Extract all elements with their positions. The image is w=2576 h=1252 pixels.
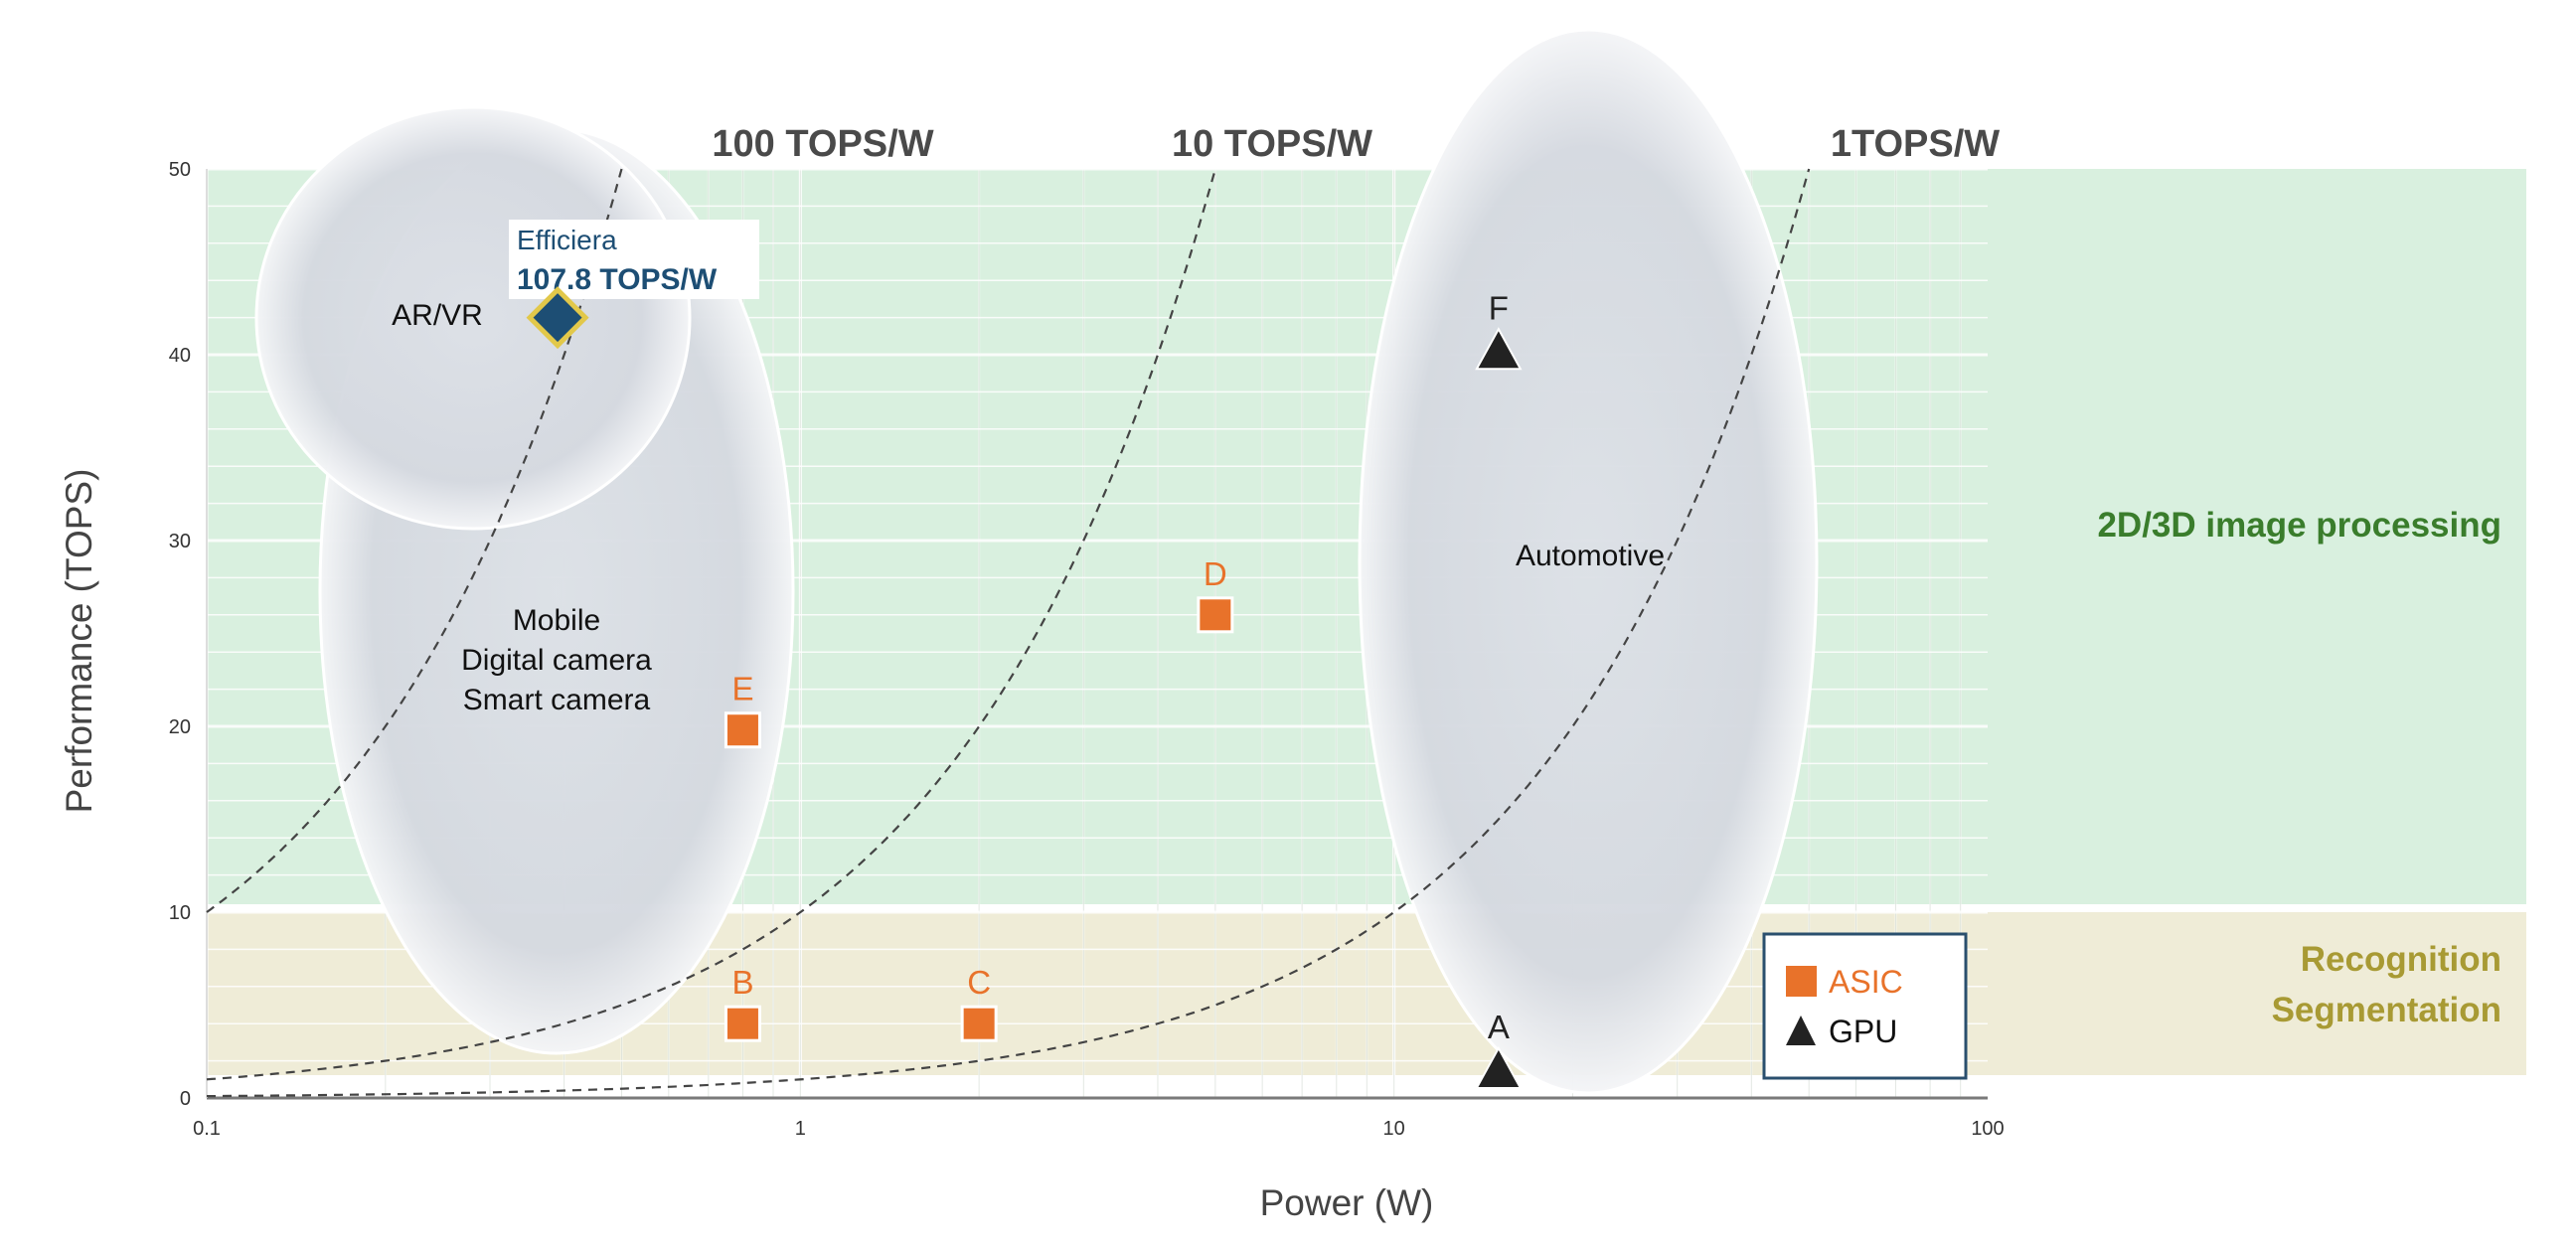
- point-label: F: [1489, 289, 1509, 326]
- y-axis-title: Performance (TOPS): [59, 469, 99, 814]
- legend: ASIC GPU: [1762, 932, 1968, 1080]
- asic-marker: [724, 1005, 761, 1042]
- gpu-marker: [1475, 1045, 1523, 1089]
- efficiency-curve-label: 1TOPS/W: [1831, 123, 2000, 165]
- efficiency-curves: 100 TOPS/W 10 TOPS/W 1TOPS/W: [206, 123, 2000, 1098]
- legend-box: [1762, 932, 1968, 1080]
- region-ellipse-2: [1358, 28, 1819, 1095]
- legend-gpu-swatch: [1786, 1016, 1816, 1045]
- asic-marker: [724, 711, 761, 749]
- x-axis-title: Power (W): [1260, 1182, 1434, 1223]
- region-label: Automotive: [1516, 540, 1665, 572]
- band-label: Recognition: [2301, 940, 2501, 979]
- x-tick-label: 1: [795, 1118, 806, 1140]
- region-label: Smart camera: [463, 684, 651, 716]
- region-label: Mobile: [513, 604, 600, 637]
- efficiera-value-label: 107.8 TOPS/W: [517, 263, 718, 296]
- region-label: AR/VR: [392, 299, 483, 332]
- point-label: C: [967, 964, 991, 1001]
- x-tick-label: 10: [1383, 1118, 1405, 1140]
- point-label: E: [731, 671, 753, 707]
- efficiera-marker: [526, 286, 589, 350]
- y-tick-label: 0: [180, 1088, 191, 1110]
- gpu-marker: [1475, 327, 1523, 371]
- axes: 0.1 1 10 100 0 10 20 30 40 50 Power (W) Performance…: [59, 159, 2005, 1223]
- y-tick-label: 50: [169, 159, 191, 181]
- y-tick-label: 40: [169, 345, 191, 367]
- region-label: Digital camera: [461, 644, 652, 677]
- region-ellipse-1: [254, 105, 692, 531]
- asic-marker: [960, 1005, 998, 1042]
- band-label: Segmentation: [2272, 991, 2501, 1029]
- application-regions: Mobile Digital camera Smart camera AR/VR Aut…: [254, 28, 1819, 1095]
- point-label: B: [731, 964, 753, 1001]
- point-label: D: [1204, 555, 1227, 592]
- efficiera-callout-box: [509, 220, 759, 299]
- legend-asic-swatch: [1786, 966, 1817, 997]
- legend-label: ASIC: [1829, 964, 1903, 1000]
- legend-label: GPU: [1829, 1014, 1897, 1049]
- x-tick-label: 0.1: [193, 1118, 221, 1140]
- data-points: B C D E A F Efficiera 107.8 TOPS/W: [509, 220, 1523, 1089]
- point-label: A: [1488, 1009, 1510, 1045]
- efficiency-curve: [206, 168, 623, 913]
- efficiera-name-label: Efficiera: [517, 225, 617, 255]
- y-tick-label: 10: [169, 902, 191, 924]
- band-label: 2D/3D image processing: [2097, 506, 2501, 545]
- efficiency-curve: [207, 168, 1811, 1098]
- asic-marker: [1197, 596, 1234, 634]
- x-tick-label: 100: [1971, 1118, 2004, 1140]
- efficiency-curve-label: 100 TOPS/W: [712, 123, 933, 165]
- y-tick-label: 20: [169, 716, 191, 738]
- efficiency-curve-label: 10 TOPS/W: [1172, 123, 1372, 165]
- y-tick-label: 30: [169, 531, 191, 552]
